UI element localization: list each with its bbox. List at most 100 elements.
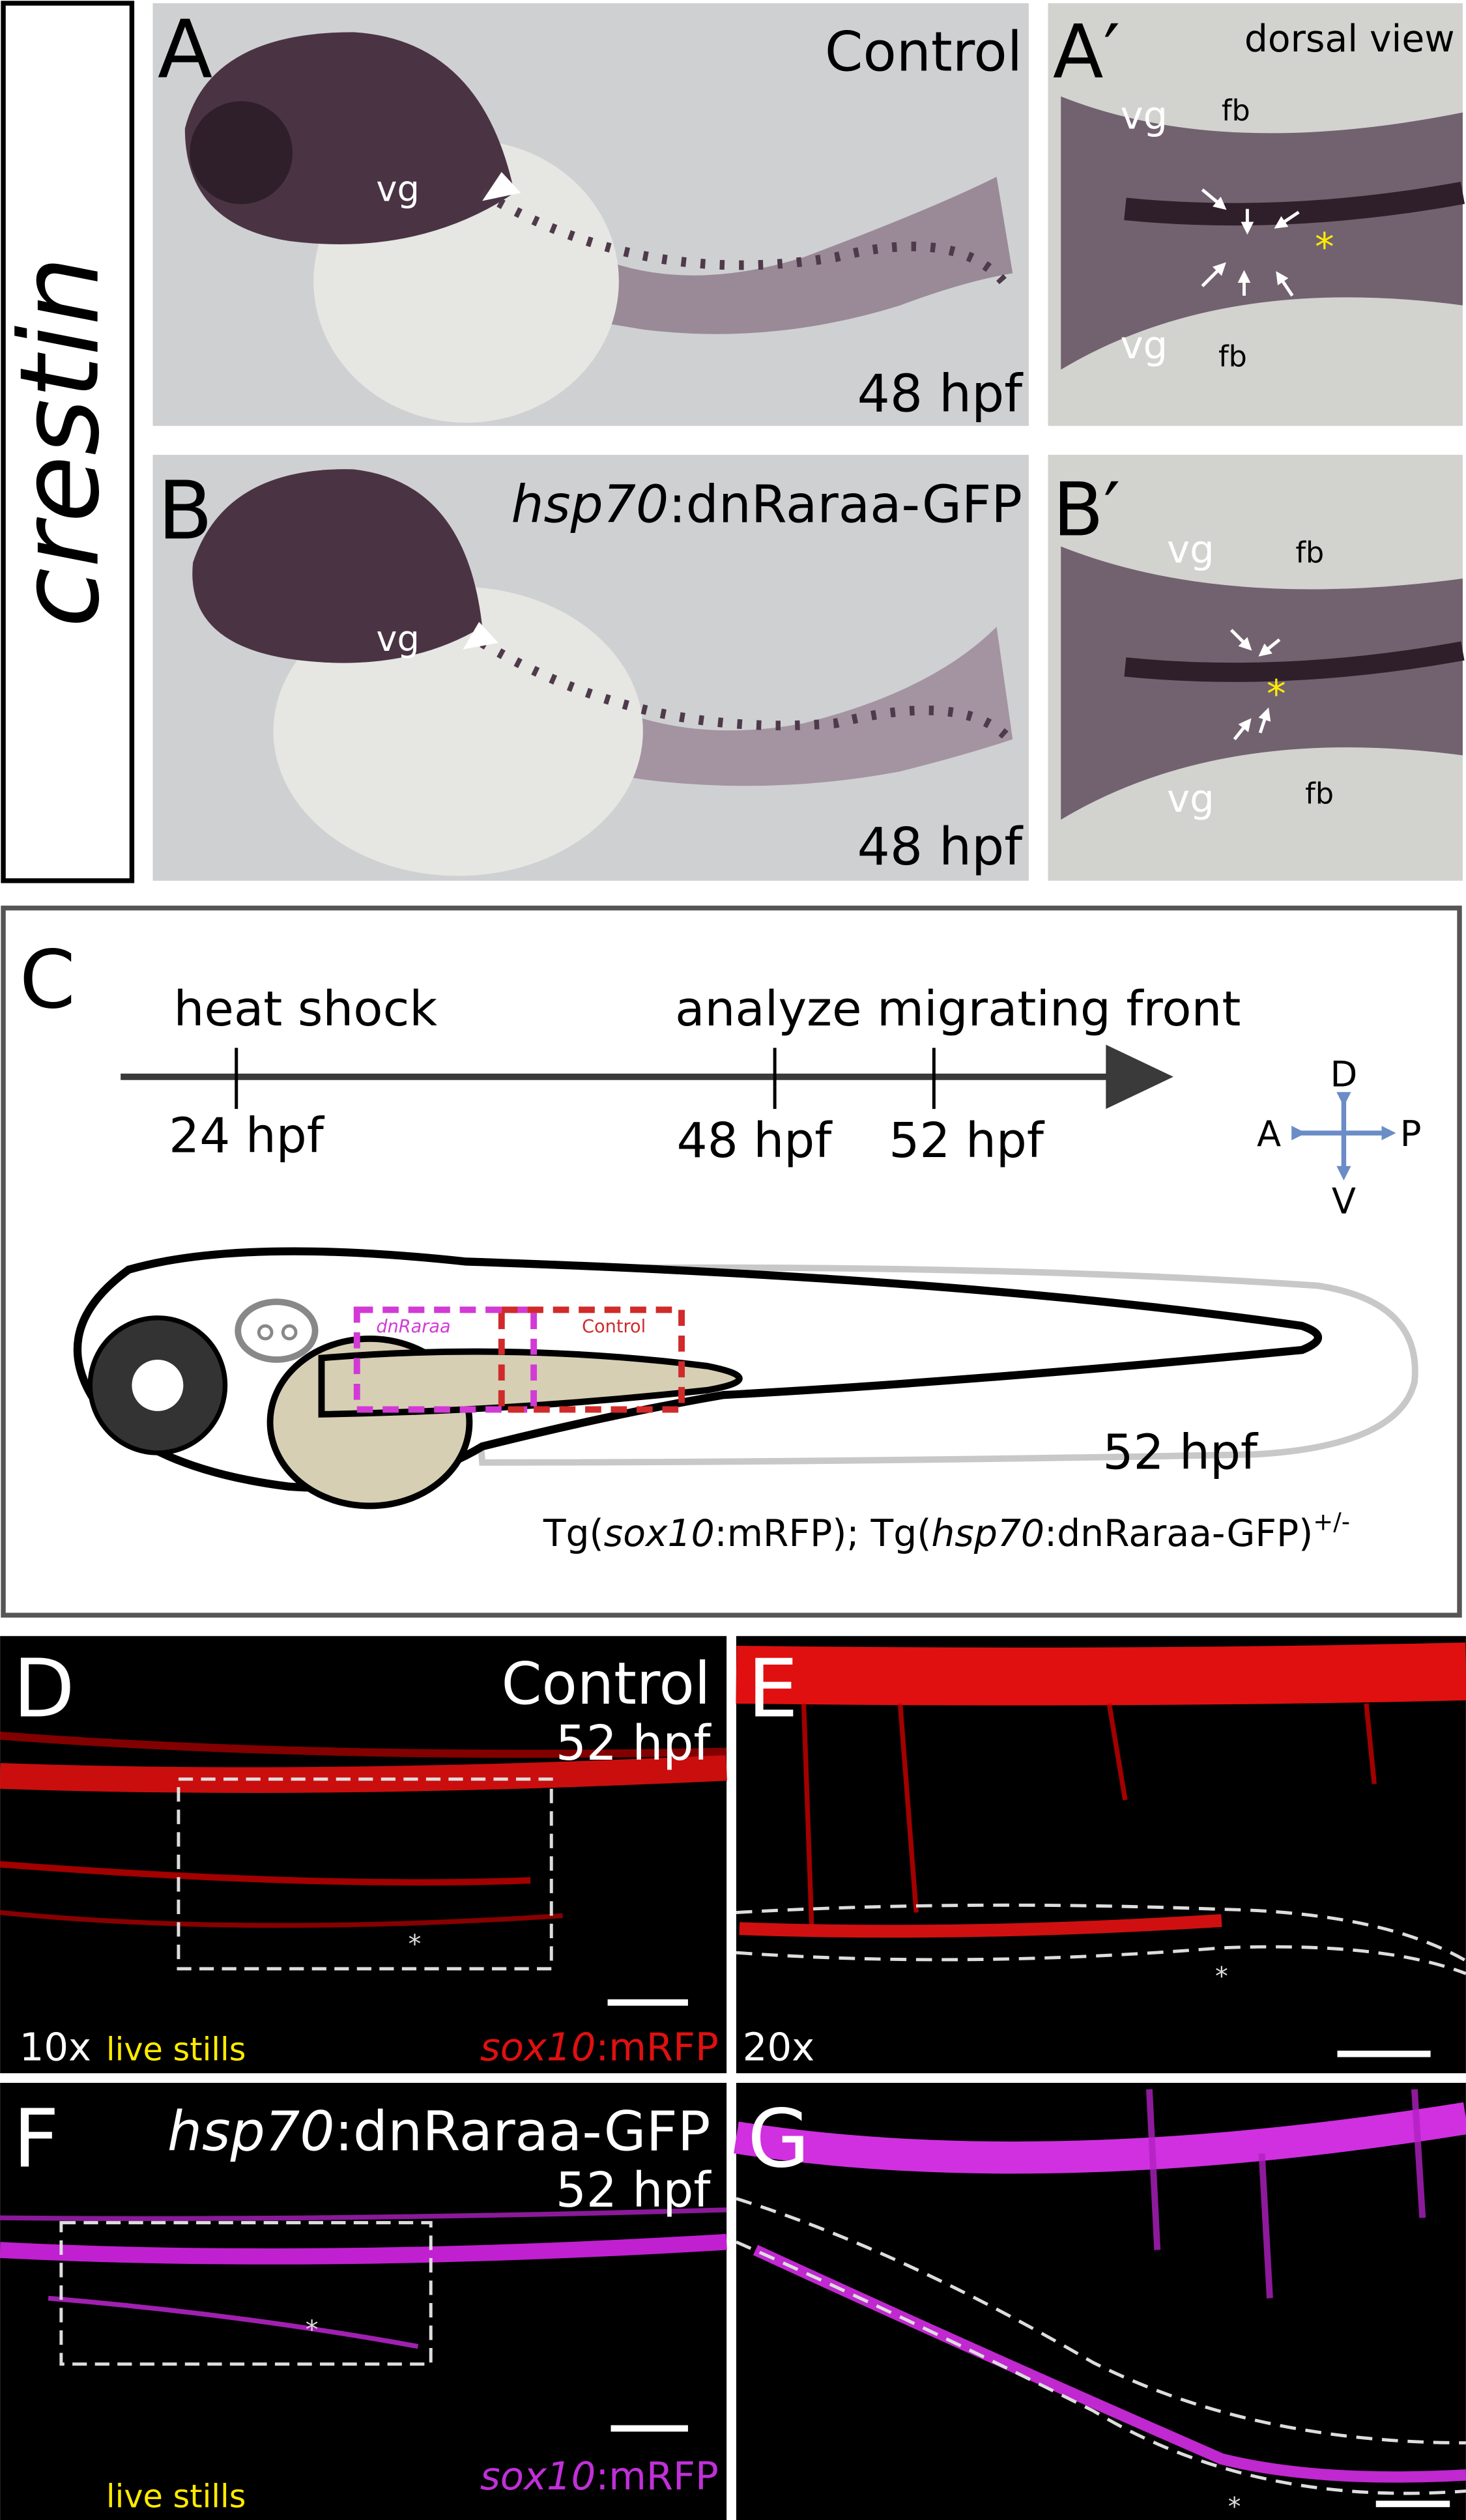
stage-label: 52 hpf <box>556 2162 712 2218</box>
panel-g-path <box>736 2197 1466 2445</box>
panel-f-path <box>0 2233 727 2265</box>
panel-a-prime-line <box>1201 262 1226 287</box>
box-label: dnRaraa <box>376 1317 450 1337</box>
panel-letter: B <box>158 465 213 558</box>
stage-label: 52 hpf <box>556 1715 712 1771</box>
panel-letter: C <box>20 934 76 1027</box>
condition-italic: hsp70 <box>167 2100 335 2164</box>
timeline-tick: 52 hpf <box>889 1113 1045 1169</box>
compass-label: A <box>1257 1113 1281 1154</box>
fish-diagram-circle <box>281 1324 298 1341</box>
stage-label: 52 hpf <box>1102 1425 1259 1481</box>
panel-a-prime-path <box>1124 182 1465 226</box>
genotype-part: :mRFP); Tg( <box>715 1512 932 1555</box>
compass-label: V <box>1332 1181 1356 1222</box>
side-label-box: crestin <box>0 1 135 883</box>
timeline-event: heat shock <box>174 981 438 1037</box>
panel-a-prime-path <box>1061 96 1463 370</box>
timeline-tick: 24 hpf <box>169 1108 325 1164</box>
panel-a-circle <box>190 101 293 205</box>
asterisk: * <box>306 2315 319 2345</box>
panel-g-path <box>734 2102 1466 2174</box>
panel-g-path <box>735 2240 1466 2495</box>
vg-label: vg <box>376 618 420 659</box>
panel-a-prime-line <box>1274 210 1300 229</box>
panel-e-path <box>736 1903 1466 1962</box>
panel-e-path <box>736 1945 1466 1975</box>
vg-label: vg <box>1167 526 1214 571</box>
asterisk: * <box>1267 671 1286 716</box>
panel-b-prime-line <box>1258 707 1271 734</box>
fish-diagram-ellipse <box>235 1298 319 1363</box>
marker-label: sox10:mRFP <box>480 2454 719 2499</box>
asterisk: * <box>1315 225 1334 270</box>
panel-letter: E <box>747 1643 798 1736</box>
vg-label: vg <box>1167 776 1214 821</box>
marker-italic: sox10 <box>480 2454 596 2499</box>
marker-rest: :mRFP <box>596 2024 718 2069</box>
fb-label: fb <box>1295 536 1324 569</box>
timeline-event: analyze migrating front <box>675 981 1241 1037</box>
magnification: 10x <box>20 2024 91 2069</box>
asterisk: * <box>1228 2492 1241 2520</box>
panel-c-polygon <box>1106 1044 1173 1110</box>
condition-label: hsp70:dnRaraa-GFP <box>511 475 1022 535</box>
genotype-part: hsp70 <box>931 1512 1044 1555</box>
condition-italic: hsp70 <box>511 475 668 535</box>
panel-b-prime-line <box>1233 718 1252 741</box>
panel-e-rect <box>736 1636 1466 2074</box>
vg-label: vg <box>1121 322 1168 367</box>
panel-e-path <box>801 1703 1377 1929</box>
marker-rest: :mRFP <box>596 2454 718 2499</box>
compass <box>1291 1092 1396 1181</box>
fish-diagram-path <box>463 1264 1418 1466</box>
stage-label: 48 hpf <box>857 817 1024 877</box>
panel-g-path <box>1145 2089 1426 2298</box>
panel-b-prime-path <box>1061 546 1463 820</box>
panel-f-rect <box>59 2221 433 2366</box>
panel-b-prime-line <box>1258 638 1281 657</box>
fish-diagram-rect <box>353 1306 538 1413</box>
fb-label: fb <box>1218 340 1247 373</box>
panel-b-prime: B′ vg fb vg fb * <box>1048 455 1465 881</box>
panel-c-rect <box>1 906 1462 1618</box>
panel-a: A Control vg 48 hpf <box>152 3 1029 426</box>
panel-a-prime-line <box>1276 271 1294 297</box>
side-label: crestin <box>0 256 124 627</box>
panel-b-path <box>192 469 483 663</box>
genotype: Tg(sox10:mRFP); Tg(hsp70:dnRaraa-GFP)+/- <box>543 1508 1350 1555</box>
vg-label: vg <box>376 168 420 209</box>
panel-d: D Control 52 hpf * 10x live stills sox10… <box>0 1636 728 2074</box>
stage-label: 48 hpf <box>857 364 1024 424</box>
panel-g: G * <box>734 2083 1466 2520</box>
panel-b-prime-line <box>1229 629 1252 651</box>
timeline-tick: 48 hpf <box>677 1113 833 1169</box>
panel-d-path <box>0 1732 727 1758</box>
panel-b-polygon <box>463 622 498 650</box>
fb-label: fb <box>1305 777 1334 810</box>
panel-b-prime-path <box>1124 641 1465 682</box>
note: live stills <box>106 2030 246 2068</box>
asterisk: * <box>409 1929 422 1959</box>
fish-diagram-rect <box>498 1306 685 1413</box>
panel-e-path <box>736 1642 1466 1706</box>
panel-d-path <box>0 1910 563 1928</box>
panel-a-prime: A′ dorsal view vg fb vg fb * <box>1048 3 1465 426</box>
note: live stills <box>106 2477 246 2515</box>
side-label-box-rect <box>1 1 135 883</box>
panel-f-rect <box>0 2083 727 2520</box>
genotype-superscript: +/- <box>1313 1508 1350 1536</box>
panel-letter: A′ <box>1053 8 1120 94</box>
fish-diagram-circle <box>132 1359 184 1411</box>
box-label: Control <box>582 1317 646 1337</box>
genotype-part: Tg( <box>543 1512 604 1555</box>
panel-d-rect <box>177 1777 553 1971</box>
panel-d-path <box>0 1861 531 1886</box>
panel-b: B hsp70:dnRaraa-GFP vg 48 hpf <box>152 455 1029 881</box>
genotype-part: sox10 <box>604 1512 715 1555</box>
panel-f-path <box>48 2295 419 2349</box>
compass-label: D <box>1330 1054 1357 1095</box>
